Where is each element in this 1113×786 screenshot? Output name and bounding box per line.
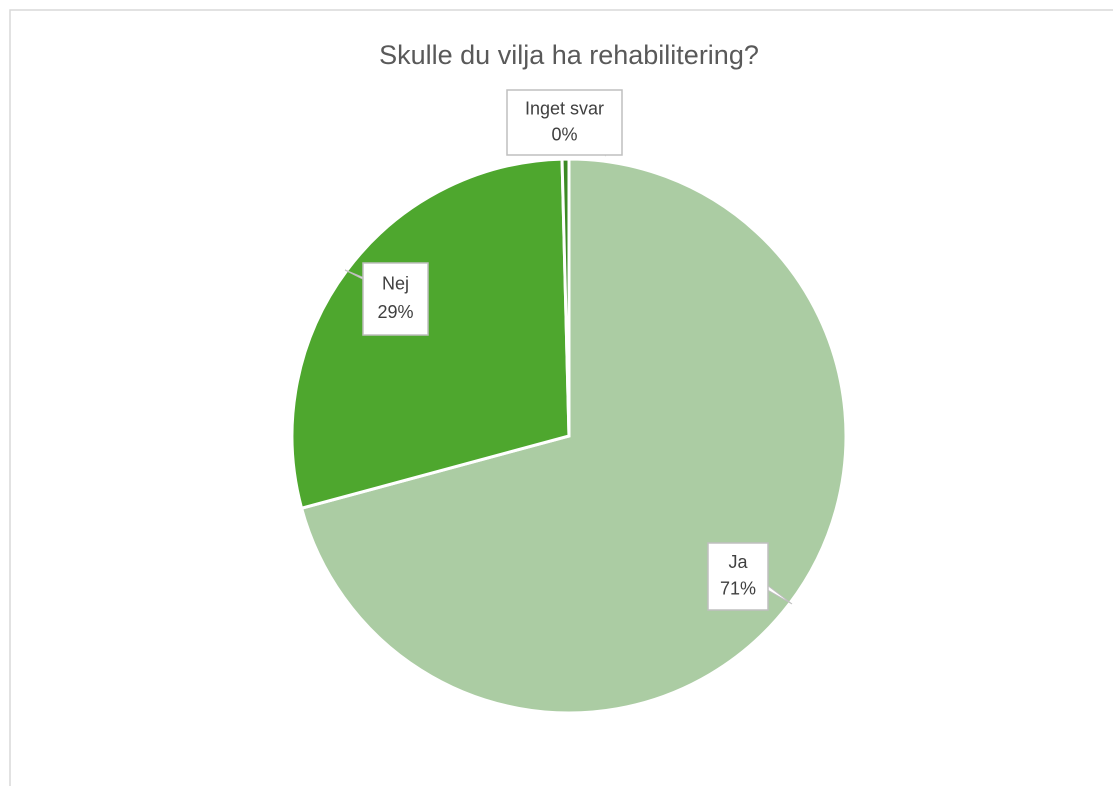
slice-value-label: 0% [551,124,577,144]
label-box [707,542,769,611]
slice-label: Inget svar [525,98,604,118]
slice-value-label: 29% [377,302,413,322]
slice-value-label: 71% [720,579,756,599]
label-box [362,262,429,336]
slice-label: Nej [382,273,409,293]
chart-title: Skulle du vilja ha rehabilitering? [379,40,759,70]
pie-slice [560,157,571,437]
slice-label: Ja [728,552,748,572]
label-box [506,89,623,156]
